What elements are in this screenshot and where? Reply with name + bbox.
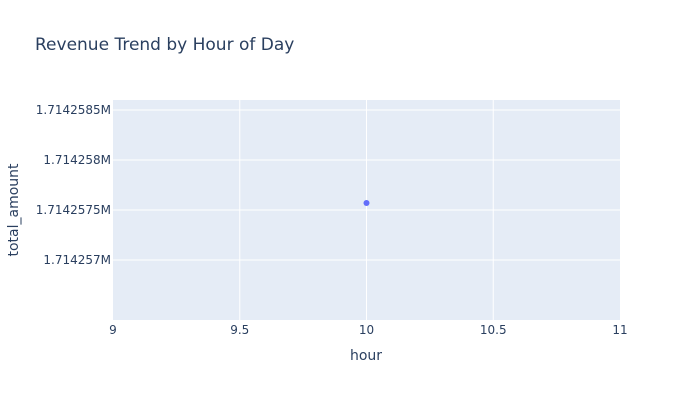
y-tick-label: 1.7142585M	[36, 103, 111, 117]
x-tick-label: 9.5	[230, 323, 249, 337]
x-tick-label: 11	[612, 323, 627, 337]
x-axis-title: hour	[350, 348, 382, 364]
y-tick-label: 1.714257M	[43, 253, 111, 267]
data-point[interactable]	[364, 200, 370, 206]
data-points	[364, 200, 370, 206]
x-tick-label: 9	[109, 323, 117, 337]
y-axis-title: total_amount	[6, 163, 22, 257]
x-tick-label: 10	[359, 323, 374, 337]
chart-title: Revenue Trend by Hour of Day	[35, 35, 294, 55]
y-tick-label: 1.714258M	[43, 153, 111, 167]
y-tick-label: 1.7142575M	[36, 203, 111, 217]
x-tick-label: 10.5	[480, 323, 507, 337]
